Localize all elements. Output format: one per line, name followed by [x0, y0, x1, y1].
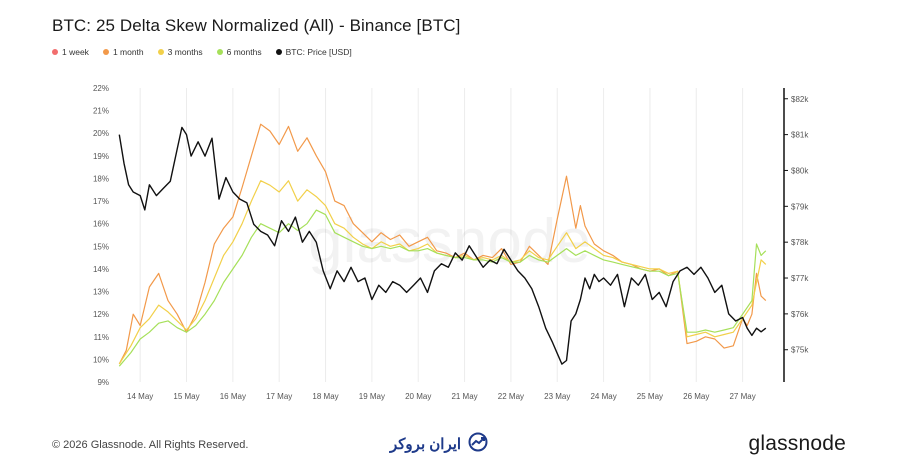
left-axis-tick-label: 22%	[93, 84, 109, 93]
copyright-text: © 2026 Glassnode. All Rights Reserved.	[52, 439, 249, 451]
right-axis-tick-label: $79k	[791, 202, 809, 211]
right-axis-tick-label: $76k	[791, 310, 809, 319]
x-axis-tick-label: 15 May	[173, 392, 199, 401]
legend-swatch	[275, 49, 282, 55]
x-axis-tick-label: 25 May	[637, 392, 663, 401]
legend-item-3-months[interactable]: 3 months	[157, 47, 203, 57]
left-axis-tick-label: 9%	[97, 378, 109, 387]
left-axis-tick-label: 10%	[93, 355, 109, 364]
right-axis-tick-label: $80k	[791, 166, 809, 175]
broker-brand: ایران بروکر	[390, 432, 489, 456]
left-axis-tick-label: 13%	[93, 288, 109, 297]
left-axis-tick-label: 11%	[94, 333, 109, 342]
left-axis-tick-label: 18%	[93, 174, 109, 183]
right-axis-tick-label: $78k	[791, 238, 809, 247]
x-axis-tick-label: 22 May	[498, 392, 524, 401]
left-axis-tick-label: 19%	[93, 152, 109, 161]
legend-swatch	[102, 49, 109, 55]
legend-label: BTC: Price [USD]	[285, 47, 352, 57]
x-axis-tick-label: 16 May	[220, 392, 246, 401]
legend-label: 3 months	[167, 47, 203, 57]
chart-title: BTC: 25 Delta Skew Normalized (All) - Bi…	[52, 16, 461, 35]
left-axis-tick-label: 15%	[93, 242, 109, 251]
legend-label: 1 week	[62, 47, 89, 57]
legend-swatch	[216, 49, 223, 55]
legend-item-1-week[interactable]: 1 week	[52, 47, 89, 57]
series-line-btc-price-usd	[118, 126, 767, 365]
glassnode-logo: glassnode	[748, 432, 846, 455]
right-axis-tick-label: $81k	[791, 131, 809, 140]
legend-swatch	[157, 49, 164, 55]
x-axis-tick-label: 18 May	[312, 392, 338, 401]
left-axis-tick-label: 17%	[93, 197, 109, 206]
left-axis-tick-label: 21%	[93, 107, 109, 116]
right-axis-tick-label: $75k	[791, 346, 809, 355]
x-axis-tick-label: 17 May	[266, 392, 292, 401]
x-axis-tick-label: 26 May	[683, 392, 709, 401]
x-axis-tick-label: 14 May	[127, 392, 153, 401]
left-axis-tick-label: 14%	[93, 265, 109, 274]
x-axis-tick-label: 20 May	[405, 392, 431, 401]
broker-name: ایران بروکر	[390, 436, 462, 453]
left-axis-tick-label: 16%	[93, 220, 109, 229]
left-axis-tick-label: 12%	[93, 310, 109, 319]
legend-item-1-month[interactable]: 1 month	[102, 47, 144, 57]
x-axis-tick-label: 24 May	[590, 392, 616, 401]
x-axis-tick-label: 27 May	[729, 392, 755, 401]
legend-swatch	[52, 49, 58, 55]
x-axis-tick-label: 21 May	[451, 392, 477, 401]
left-axis-tick-label: 20%	[93, 129, 109, 138]
legend-label: 1 month	[112, 47, 144, 57]
legend-item-btc-price[interactable]: BTC: Price [USD]	[275, 47, 352, 57]
trend-chart-icon	[467, 432, 489, 456]
x-axis-tick-label: 23 May	[544, 392, 570, 401]
legend-label: 6 months	[226, 47, 262, 57]
series-line-6-months	[118, 209, 767, 367]
legend-item-6-months[interactable]: 6 months	[216, 47, 262, 57]
right-axis-tick-label: $77k	[791, 274, 809, 283]
chart-legend: 1 week 1 month 3 months 6 months BTC: Pr…	[52, 47, 352, 57]
right-axis-tick-label: $82k	[791, 95, 809, 104]
x-axis-tick-label: 19 May	[359, 392, 385, 401]
